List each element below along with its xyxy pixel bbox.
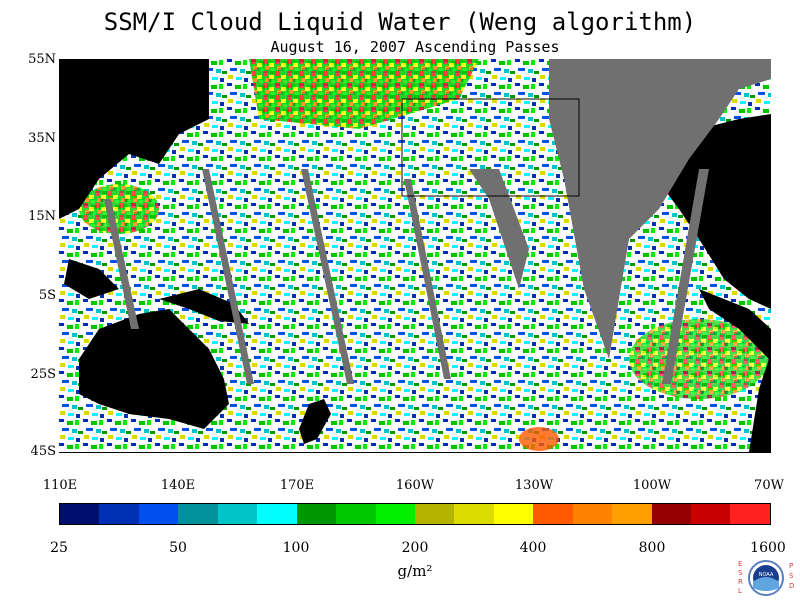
lat-label-55n: 55N <box>28 52 56 67</box>
noaa-esrl-psd-logo: NOAA E S R L P S D <box>738 560 794 596</box>
asia-landmass <box>59 59 209 219</box>
no-data-swath-6 <box>662 169 709 384</box>
south-america-landmass <box>699 289 771 452</box>
no-data-swath-3 <box>301 169 354 384</box>
no-data-swath-5 <box>469 169 529 289</box>
map-subtitle: August 16, 2007 Ascending Passes <box>270 38 560 56</box>
svg-text:S: S <box>789 572 794 580</box>
svg-text:P: P <box>789 562 793 570</box>
lon-label-130w: 130W <box>514 478 554 493</box>
colorbar-swatch <box>533 504 573 524</box>
colorbar-swatch <box>60 504 100 524</box>
colorbar-swatch <box>99 504 139 524</box>
lon-label-70w: 70W <box>754 478 784 493</box>
new-guinea-landmass <box>159 289 249 324</box>
west-pacific-storm <box>79 184 159 234</box>
indonesia-landmass <box>64 259 119 299</box>
colorbar-label-100: 100 <box>282 540 310 556</box>
lat-label-25s: 25S <box>30 367 56 382</box>
lon-label-100w: 100W <box>632 478 672 493</box>
map-panel <box>59 59 771 452</box>
colorbar-swatch <box>138 504 179 524</box>
region-outline-box <box>401 98 580 197</box>
colorbar-swatch <box>493 504 534 524</box>
lon-label-170e: 170E <box>279 478 315 493</box>
colorbar-label-50: 50 <box>169 540 187 556</box>
colorbar-swatch <box>257 504 297 524</box>
colorbar-label-1600: 1600 <box>750 540 786 556</box>
svg-text:NOAA: NOAA <box>759 572 774 578</box>
lat-label-45s: 45S <box>30 444 56 459</box>
colorbar-swatch <box>336 504 376 524</box>
svg-text:E: E <box>738 560 742 568</box>
lat-label-5s: 5S <box>38 288 56 303</box>
colorbar-label-200: 200 <box>401 540 429 556</box>
svg-text:D: D <box>789 582 794 590</box>
colorbar-swatch <box>414 504 455 524</box>
colorbar-swatch <box>730 504 770 524</box>
south-pacific-cloud-spot <box>519 427 559 451</box>
new-zealand-landmass <box>299 399 331 444</box>
north-america-east-landmass <box>659 114 771 309</box>
colorbar-label-25: 25 <box>50 540 68 556</box>
colorbar-swatch <box>612 504 652 524</box>
colorbar <box>59 503 771 525</box>
map-title: SSM/I Cloud Liquid Water (Weng algorithm… <box>103 8 697 36</box>
colorbar-swatch <box>217 504 258 524</box>
australia-landmass <box>79 309 229 429</box>
colorbar-swatch <box>178 504 218 524</box>
svg-text:R: R <box>738 578 743 586</box>
colorbar-label-800: 800 <box>638 540 666 556</box>
colorbar-unit: g/m² <box>397 562 433 580</box>
colorbar-swatch <box>454 504 494 524</box>
map-svg <box>59 59 771 452</box>
colorbar-swatch <box>375 504 415 524</box>
lat-label-15n: 15N <box>28 209 56 224</box>
lon-label-110e: 110E <box>42 478 78 493</box>
svg-text:S: S <box>738 569 743 577</box>
lon-label-140e: 140E <box>160 478 196 493</box>
no-data-swath-1 <box>104 199 139 329</box>
americas-west-no-data <box>549 59 771 359</box>
north-pacific-storm-band <box>249 59 479 129</box>
colorbar-swatch <box>691 504 731 524</box>
colorbar-label-400: 400 <box>519 540 547 556</box>
colorbar-swatch <box>651 504 691 524</box>
colorbar-swatch <box>296 504 337 524</box>
colorbar-swatch <box>572 504 613 524</box>
svg-text:L: L <box>738 587 742 595</box>
no-data-swath-4 <box>404 179 451 379</box>
no-data-swath-2 <box>202 169 254 384</box>
x-axis-line <box>59 452 771 453</box>
lat-label-35n: 35N <box>28 131 56 146</box>
lon-label-160w: 160W <box>395 478 435 493</box>
